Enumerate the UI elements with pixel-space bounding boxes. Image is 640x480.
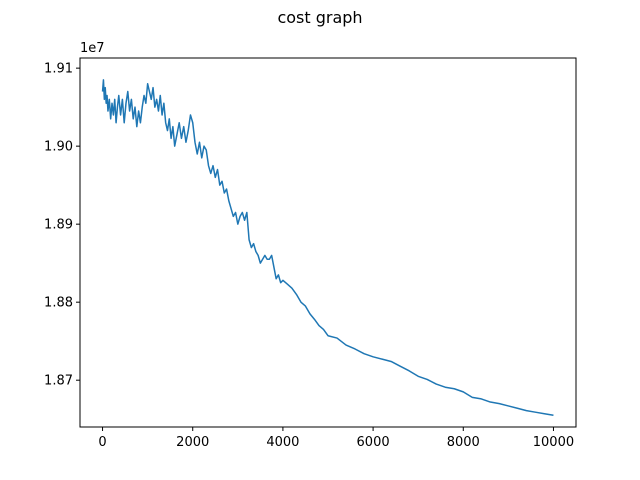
y-tick-label: 1.87: [44, 374, 73, 389]
x-tick-label: 6000: [357, 435, 390, 450]
x-tick-label: 0: [98, 435, 106, 450]
y-tick-label: 1.88: [44, 296, 73, 311]
x-tick-label: 2000: [176, 435, 209, 450]
y-tick-label: 1.89: [44, 218, 73, 233]
x-tick-label: 8000: [447, 435, 480, 450]
x-axis: 0 2000 4000 6000 8000 10000: [98, 427, 574, 450]
y-axis: 1.87 1.88 1.89 1.90 1.91: [44, 62, 80, 389]
x-tick-label: 10000: [533, 435, 574, 450]
plot-area: [101, 79, 554, 417]
series-line-0: [101, 79, 554, 417]
chart-title: cost graph: [277, 8, 362, 27]
x-tick-label: 4000: [266, 435, 299, 450]
y-offset-label: 1e7: [80, 41, 105, 56]
y-tick-label: 1.90: [44, 140, 73, 155]
axes-frame: [79, 57, 577, 428]
y-tick-label: 1.91: [44, 62, 73, 77]
